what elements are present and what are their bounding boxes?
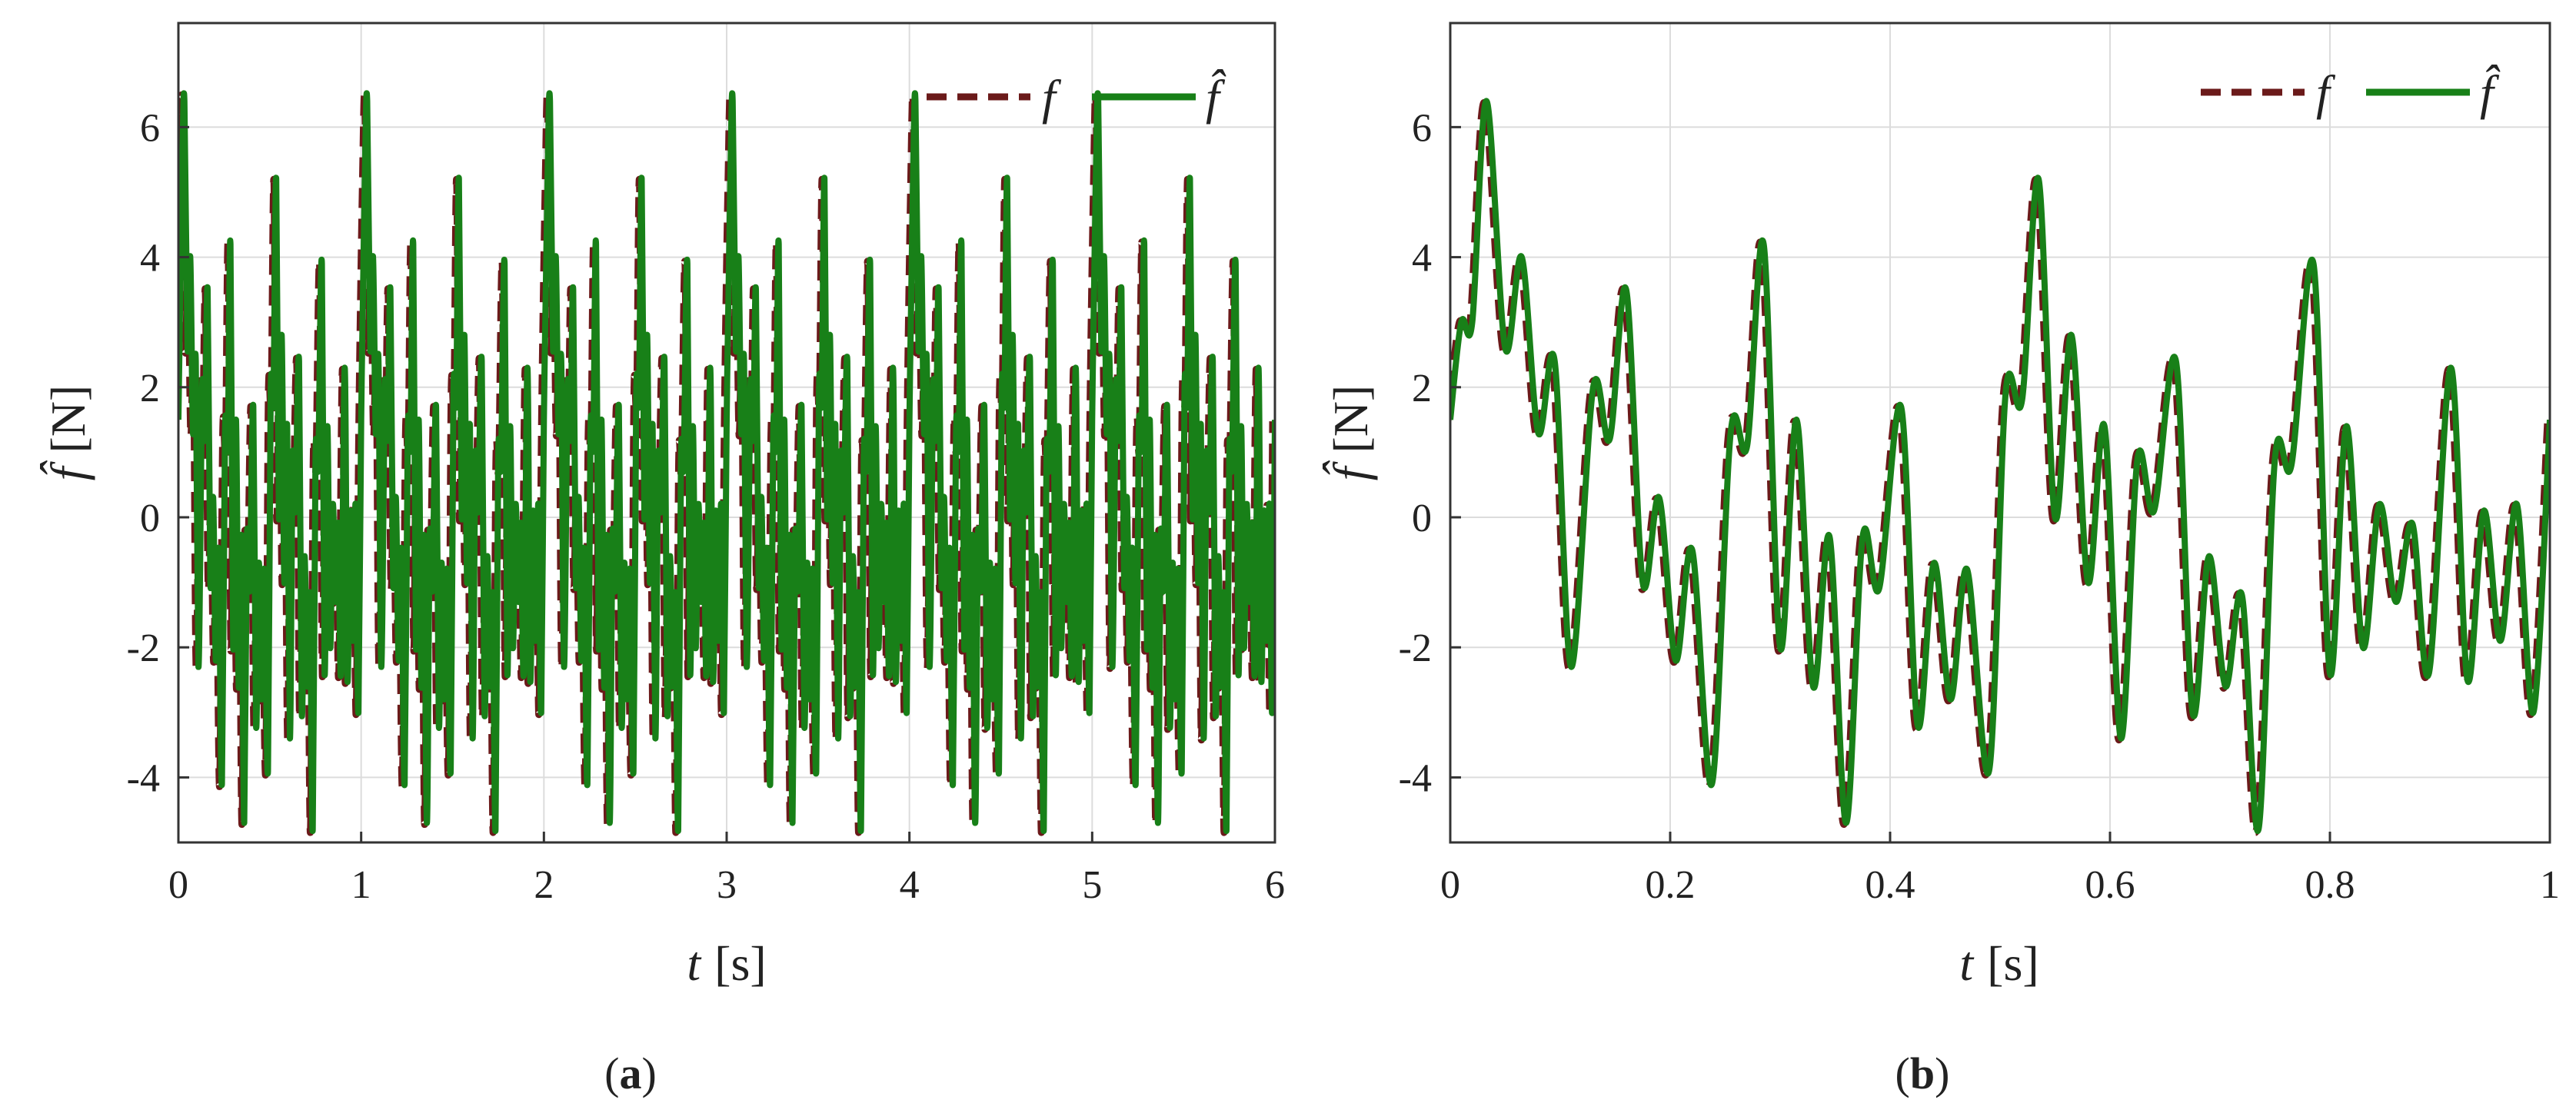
panel-b-xticks: 0 0.2 0.4 0.6 0.8 1 [1440,832,2560,907]
panel-b-ytick-label: 4 [1412,237,1432,281]
panel-a-ytick-label: -2 [127,626,160,670]
panel-b-ytick-label: 0 [1412,497,1432,540]
panel-a-xtick-label: 0 [168,863,188,907]
panel-a-xtick-label: 6 [1265,863,1285,907]
panel-b-xtick-label: 1 [2540,863,2560,907]
panel-a-ytick-label: -4 [127,756,160,800]
panel-a-ytick-label: 6 [140,106,160,150]
panel-a-xtick-label: 2 [534,863,554,907]
panel-a-series-fhat [178,90,1275,835]
panel-a-series [178,90,1275,836]
panel-a-xticks: 0 1 2 3 4 5 6 [168,832,1285,907]
panel-b-ytick-label: 6 [1412,106,1432,150]
panel-a-ytick-label: 4 [140,237,160,281]
panel-b-xtick-label: 0 [1440,863,1460,907]
panel-a-xtick-label: 5 [1082,863,1102,907]
panel-b-series [1450,98,2550,836]
panel-b-frame [1449,22,2551,844]
panel-b-caption: (b) [1895,1048,1950,1098]
panel-a-xtick-label: 1 [351,863,371,907]
panel-b-ytick-label: -2 [1399,626,1432,670]
panel-b-yticks: -4 -2 0 2 4 6 [1399,106,1461,800]
panel-b-xtick-label: 0.8 [2305,863,2355,907]
panel-b-ytick-label: 2 [1412,367,1432,410]
panel-b-xtick-label: 0.2 [1646,863,1696,907]
panel-a-xtick-label: 3 [717,863,737,907]
panel-b-xtick-label: 0.4 [1865,863,1915,907]
panel-b-series-fhat [1450,98,2550,835]
panel-b-xtick-label: 0.6 [2085,863,2135,907]
panel-b-xlabel: t [s] [1959,936,2039,991]
panel-a-yticks: -4 -2 0 2 4 6 [127,106,189,800]
panel-a-xlabel: t [s] [687,936,766,991]
panel-a-ylabel: f̂[N] [40,385,95,481]
panel-a-ytick-label: 2 [140,367,160,410]
panel-b-ytick-label: -4 [1399,756,1432,800]
panel-a-ytick-label: 0 [140,497,160,540]
panel-a-caption: (a) [604,1048,657,1098]
panel-a-xtick-label: 4 [900,863,920,907]
